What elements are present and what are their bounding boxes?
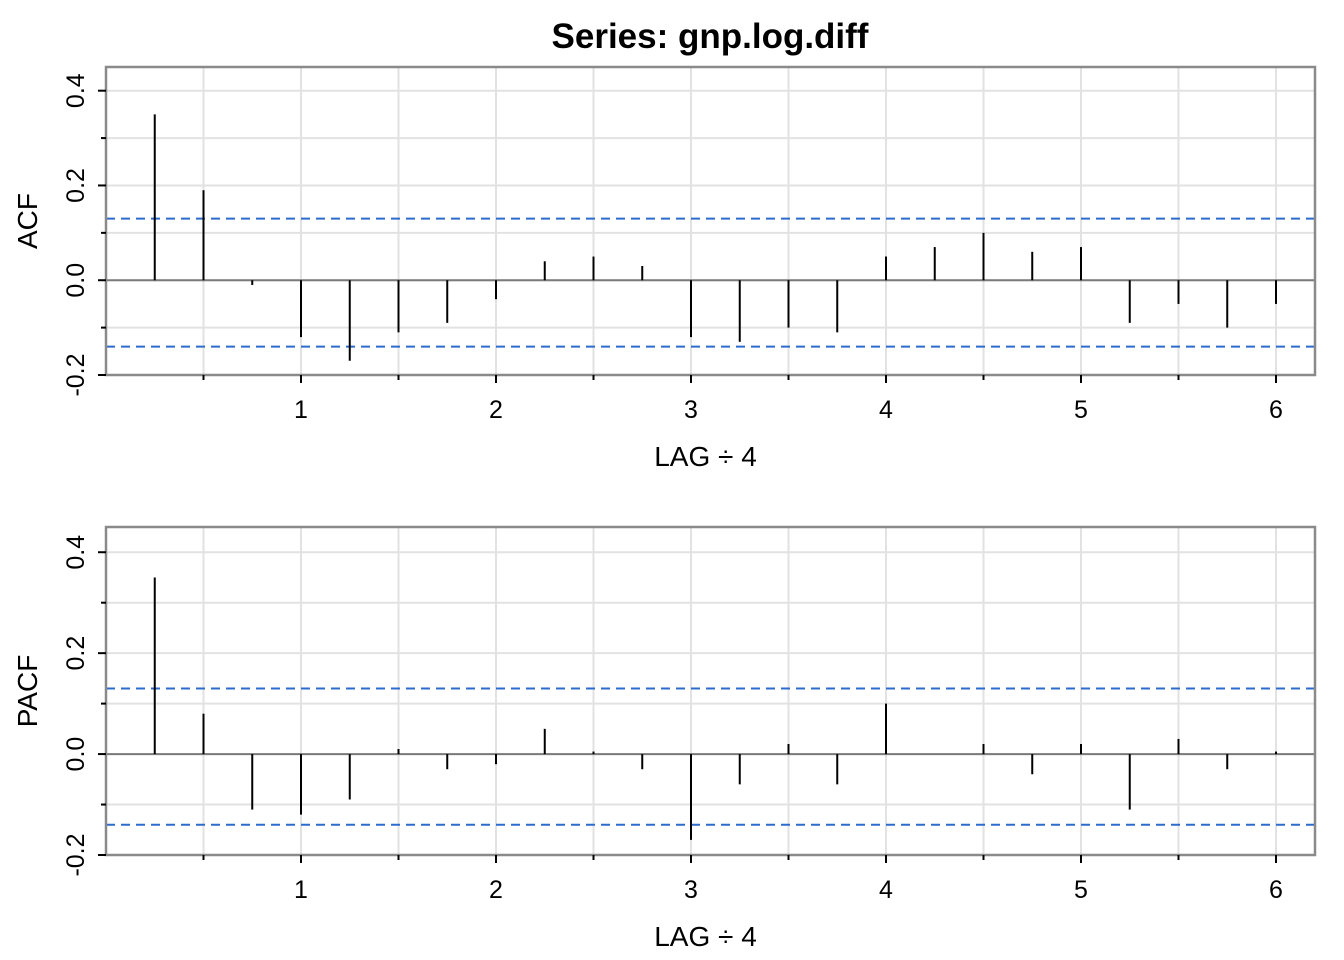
x-tick-label: 3 [684, 396, 698, 424]
y-tick-label: 0.2 [62, 636, 90, 671]
x-tick-label: 1 [294, 876, 308, 904]
x-tick-label: 3 [684, 876, 698, 904]
x-tick-label: 5 [1074, 396, 1088, 424]
x-tick-label: 1 [294, 396, 308, 424]
plot-frame [104, 65, 1317, 377]
y-tick-label: 0.4 [62, 535, 90, 570]
x-tick-label: 2 [489, 876, 503, 904]
x-tick-label: 6 [1269, 396, 1283, 424]
acf-panel: 1 2 3 4 5 6 -0.2 0.0 0.2 0.4 LAG ÷ 4 ACF [12, 65, 1317, 472]
x-tick-label: 5 [1074, 876, 1088, 904]
x-tick-label: 2 [489, 396, 503, 424]
x-tick-label: 4 [879, 396, 893, 424]
y-tick-label: 0.2 [62, 168, 90, 203]
pacf-panel: 1 2 3 4 5 6 -0.2 0.0 0.2 0.4 LAG ÷ 4 PACF [12, 525, 1317, 952]
y-tick-label: 0.0 [62, 737, 90, 772]
y-axis-label: PACF [12, 655, 43, 728]
y-axis-label: ACF [12, 193, 43, 249]
y-tick-label: -0.2 [62, 353, 90, 396]
chart-title: Series: gnp.log.diff [552, 17, 869, 56]
y-tick-label: -0.2 [62, 833, 90, 876]
x-axis-label: LAG ÷ 4 [654, 921, 757, 952]
plot-frame [104, 525, 1317, 857]
x-tick-label: 4 [879, 876, 893, 904]
x-axis-label: LAG ÷ 4 [654, 441, 757, 472]
y-tick-label: 0.0 [62, 263, 90, 298]
y-tick-label: 0.4 [62, 73, 90, 108]
x-tick-label: 6 [1269, 876, 1283, 904]
